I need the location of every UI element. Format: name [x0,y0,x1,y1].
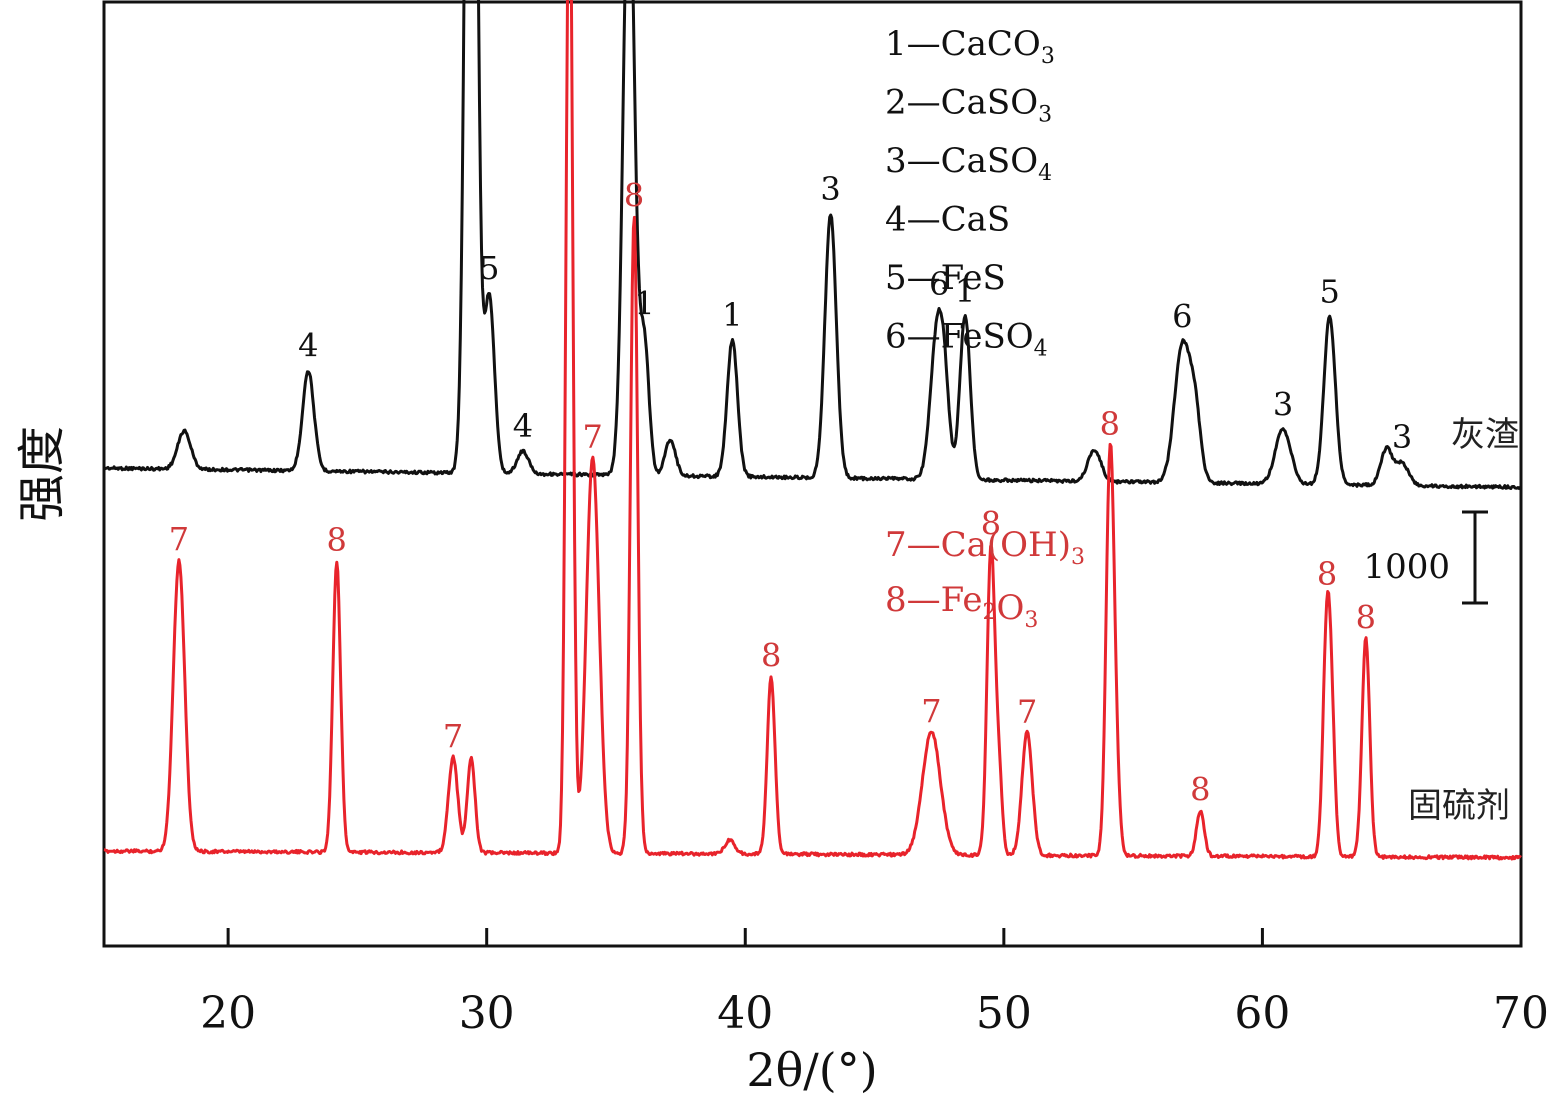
plot-frame [102,0,1523,948]
legend-entry: 2—CaSO3 [885,83,1052,128]
peak-label: 7 [169,520,189,558]
x-tick-label: 50 [976,988,1032,1039]
peak-label: 7 [921,692,941,730]
series-name-label: 灰渣 [1451,415,1519,455]
peak-label: 6 [929,265,949,303]
peak-label: 8 [761,637,781,675]
peak-label: 5 [1319,272,1339,310]
peak-label: 8 [1100,405,1120,443]
peak-label: 5 [479,249,499,287]
x-tick-label: 60 [1234,988,1290,1039]
peak-label: 3 [820,170,840,208]
peak-label: 8 [624,177,644,215]
x-tick-label: 20 [200,988,256,1039]
series-line-sorbent [103,0,1522,861]
peak-label: 1 [634,284,654,322]
peak-label: 4 [513,407,533,445]
peak-label: 8 [1356,599,1376,637]
y-axis-label: 强度 [14,426,70,522]
peak-label: 1 [722,296,742,334]
peak-label: 4 [298,327,318,365]
peak-label: 6 [1172,297,1192,335]
peak-label: 3 [1273,385,1293,423]
peak-label: 7 [443,717,463,755]
scale-bar: 1000 [1363,510,1488,605]
legend-entry: 4—CaS [885,200,1010,240]
legend-top: 1—CaCO3 2—CaSO3 3—CaSO4 4—CaS 5—FeS 6—FeSO4 [885,24,1055,362]
peak-label: 8 [327,521,347,559]
x-axis-label: 2θ/(°) [746,1043,877,1097]
x-tick-label: 70 [1493,988,1549,1039]
peak-label: 3 [1392,418,1412,456]
legend-entry: 6—FeSO4 [885,317,1048,362]
peak-label: 8 [1317,555,1337,593]
peak-labels: 4154211361635378787887878888 [169,170,1412,809]
x-tick-label: 30 [459,988,515,1039]
legend-entry: 3—CaSO4 [885,141,1052,186]
scale-bar-label: 1000 [1363,547,1450,587]
legend-bottom: 7—Ca(OH)3 8—Fe2O3 [885,525,1085,633]
peak-label: 7 [583,417,603,455]
peak-label: 7 [1017,693,1037,731]
series-name-label: 固硫剂 [1408,786,1510,826]
series-layer [102,0,1522,861]
legend-entry: 7—Ca(OH)3 [885,525,1085,570]
legend-entry: 8—Fe2O3 [885,580,1038,633]
legend-entry: 1—CaCO3 [885,24,1055,69]
x-tick-label: 40 [717,988,773,1039]
peak-label: 8 [1190,771,1210,809]
peak-label: 1 [955,272,975,310]
legend-entry: 5—FeS [885,258,1006,298]
x-axis-ticks: 20 30 40 50 60 70 [200,928,1549,1039]
peak-label: 8 [981,505,1001,543]
series-line-ash [102,0,1522,490]
